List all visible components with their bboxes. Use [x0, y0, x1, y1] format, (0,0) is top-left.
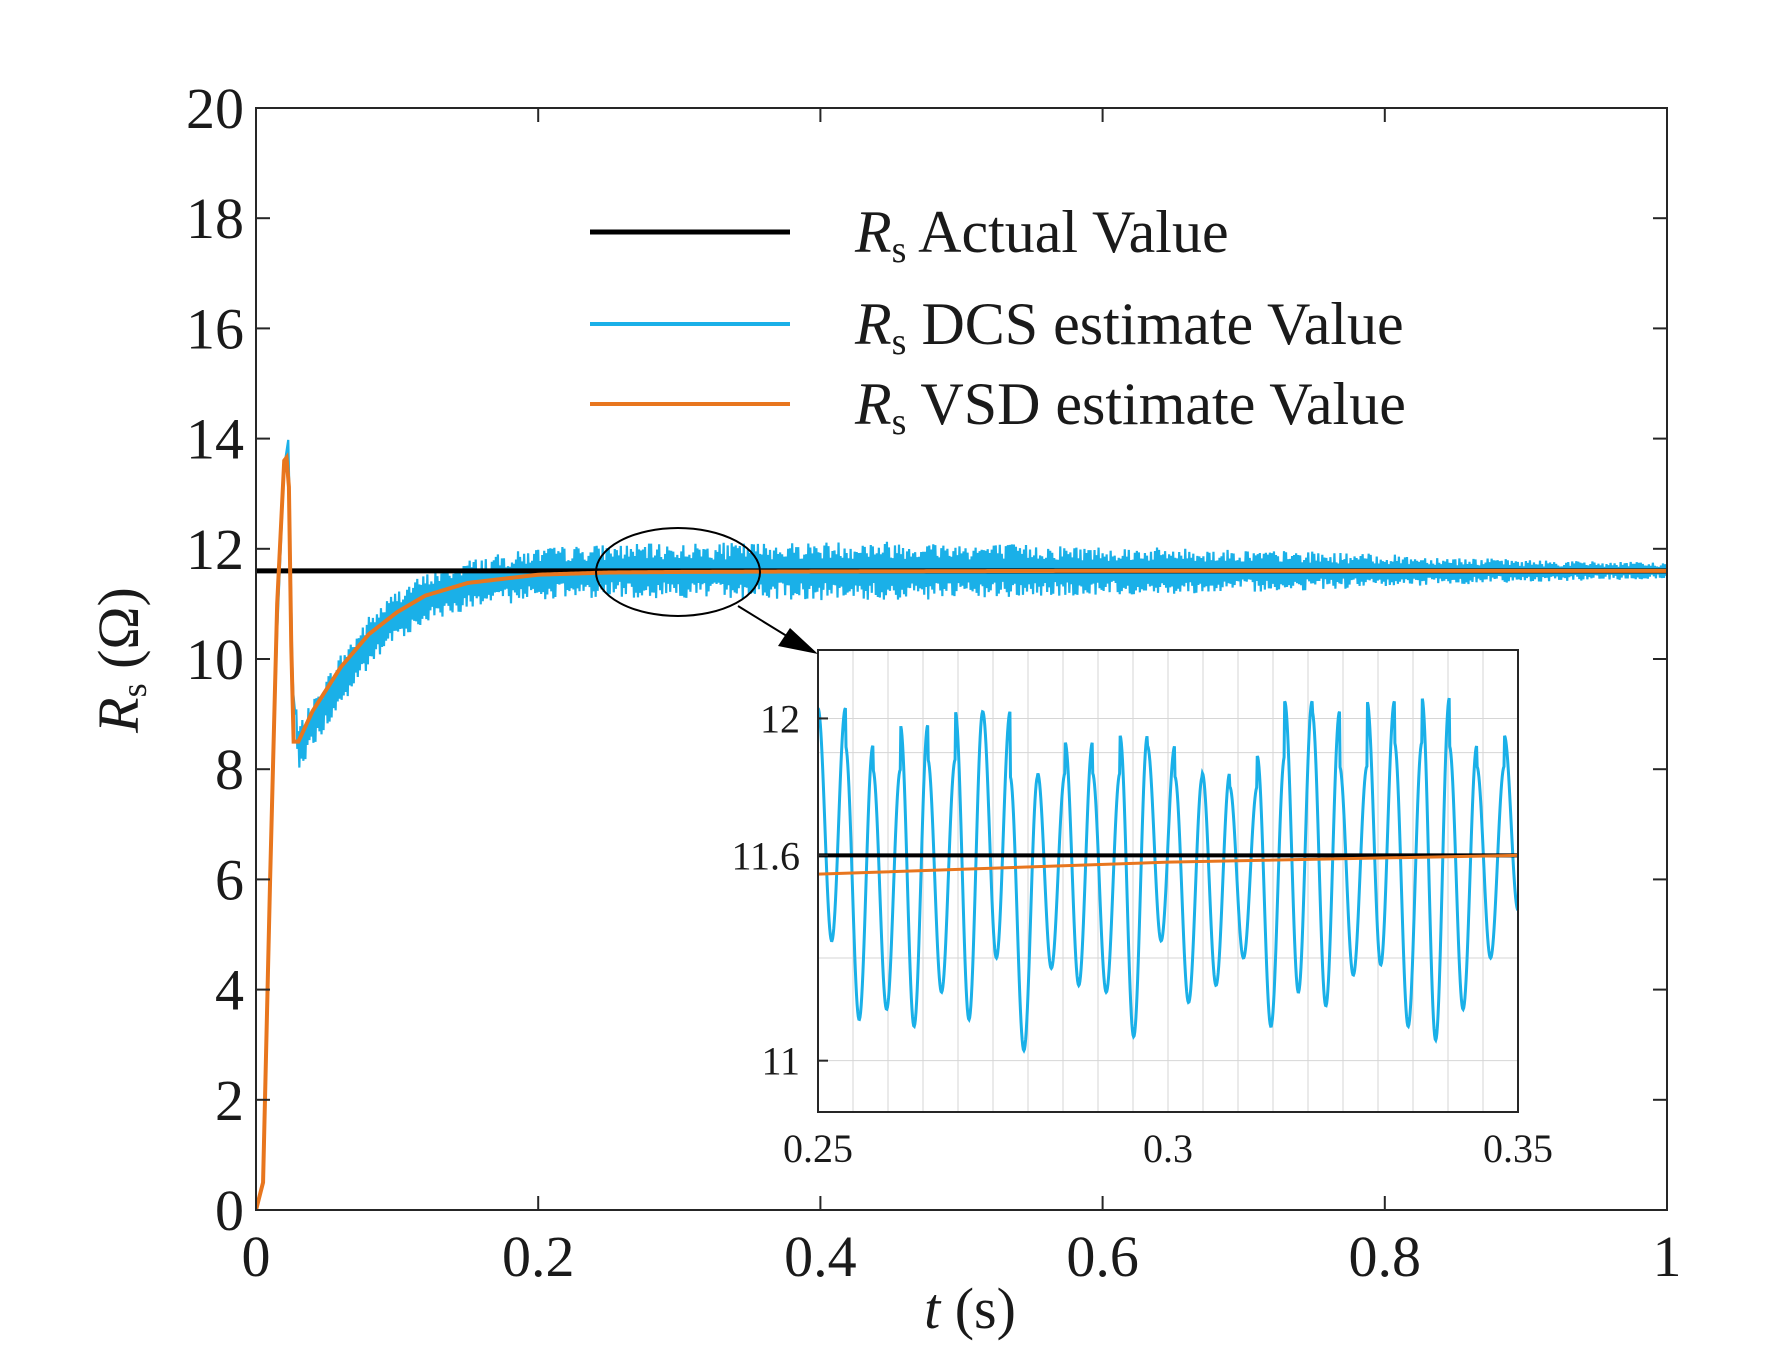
y-tick-label: 18	[186, 186, 244, 251]
inset-series-vsd-line	[818, 853, 1518, 876]
y-tick-label: 14	[186, 407, 244, 472]
x-tick-label: 0.6	[1066, 1224, 1139, 1289]
legend-entry-label: Rs DCS estimate Value	[854, 291, 1404, 363]
legend: Rs Actual Value Rs DCS estimate Value Rs V…	[590, 199, 1406, 443]
y-tick-label: 20	[186, 76, 244, 141]
inset-y-tick-label: 11.6	[731, 833, 800, 878]
annotations	[595, 527, 818, 654]
x-axis-label: t (s)	[924, 1276, 1016, 1341]
x-tick-label: 0.4	[784, 1224, 857, 1289]
main-series-layer	[256, 439, 1667, 1210]
y-tick-label: 0	[215, 1178, 244, 1243]
y-tick-label: 6	[215, 847, 244, 912]
x-tick-label: 0.8	[1349, 1224, 1422, 1289]
zoom-arrow-line	[737, 605, 791, 639]
y-tick-label: 4	[215, 958, 244, 1023]
inset-series-dcs-line	[818, 697, 1518, 1054]
zoom-arrow-head	[778, 628, 818, 654]
y-tick-label: 12	[186, 517, 244, 582]
x-tick-label: 0	[242, 1224, 271, 1289]
legend-entry-label: Rs Actual Value	[854, 199, 1229, 271]
y-axis-label: Rs (Ω)	[86, 587, 154, 734]
x-tick-label: 0.2	[502, 1224, 575, 1289]
inset-y-tick-label: 12	[760, 696, 800, 741]
x-tick-label: 1	[1653, 1224, 1682, 1289]
inset-x-tick-label: 0.35	[1483, 1126, 1553, 1171]
y-tick-label: 2	[215, 1068, 244, 1133]
inset-x-tick-label: 0.3	[1143, 1126, 1193, 1171]
y-tick-label: 16	[186, 296, 244, 361]
inset-y-tick-label: 11	[761, 1039, 800, 1084]
inset-axes-box	[817, 649, 1519, 1113]
legend-entry-label: Rs VSD estimate Value	[854, 371, 1406, 443]
inset-plot: 0.25 0.3 0.35 11 11.6 12	[731, 649, 1553, 1171]
y-tick-label: 10	[186, 627, 244, 692]
inset-series-layer	[818, 697, 1518, 1054]
series-vsd-line	[256, 452, 1667, 1210]
inset-x-tick-label: 0.25	[783, 1126, 853, 1171]
zoom-ellipse	[595, 527, 761, 617]
y-tick-label: 8	[215, 737, 244, 802]
